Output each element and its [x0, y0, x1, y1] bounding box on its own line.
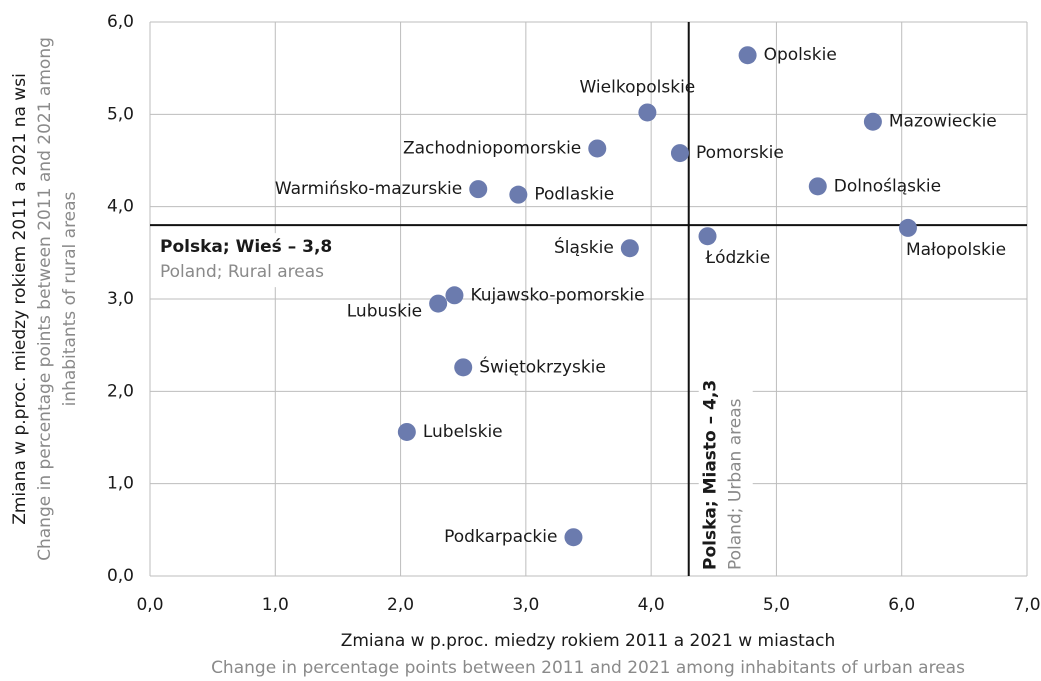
label-background [154, 233, 366, 288]
y-tick-label: 1,0 [107, 474, 134, 494]
point-label: Lubuskie [347, 302, 422, 322]
point-label: Podlaskie [534, 185, 614, 205]
point [738, 46, 757, 65]
point [454, 358, 473, 377]
y-tick-label: 4,0 [107, 197, 134, 217]
reference-label-en: Poland; Rural areas [160, 262, 324, 282]
point-label: Zachodniopomorskie [403, 138, 581, 158]
point [564, 528, 583, 547]
point-label: Świętokrzyskie [479, 355, 606, 377]
reference-label-en: Poland; Urban areas [726, 398, 746, 570]
label-background [698, 370, 753, 573]
point [588, 139, 607, 158]
point-label: Warmińsko-mazurskie [275, 179, 462, 199]
point-label: Małopolskie [906, 240, 1006, 260]
y-tick-label: 5,0 [107, 104, 134, 124]
y-axis-title-en: Change in percentage points between 2011… [35, 37, 55, 561]
point [898, 218, 917, 237]
point [670, 144, 689, 163]
y-tick-label: 2,0 [107, 381, 134, 401]
y-tick-label: 6,0 [107, 12, 134, 32]
point [397, 422, 416, 441]
reference-label: Polska; Wieś – 3,8 [160, 237, 332, 257]
point [429, 294, 448, 313]
point-label: Pomorskie [696, 143, 784, 163]
y-tick-label: 3,0 [107, 289, 134, 309]
point-label: Dolnośląskie [834, 176, 941, 196]
x-tick-label: 3,0 [512, 595, 539, 615]
y-axis-title-en: inhabitants of rural areas [60, 191, 80, 406]
point-label: Lubelskie [423, 422, 503, 442]
x-axis-title-en: Change in percentage points between 2011… [211, 658, 965, 678]
point [620, 239, 639, 258]
point-label: Wielkopolskie [579, 77, 695, 97]
point [863, 112, 882, 131]
point-label: Podkarpackie [444, 527, 557, 547]
x-tick-label: 5,0 [763, 595, 790, 615]
x-axis-title: Zmiana w p.proc. miedzy rokiem 2011 a 20… [341, 631, 836, 651]
x-tick-label: 6,0 [888, 595, 915, 615]
y-axis-title: Zmiana w p.proc. miedzy rokiem 2011 a 20… [10, 73, 30, 525]
x-tick-label: 7,0 [1013, 595, 1040, 615]
point [638, 103, 657, 122]
point [509, 185, 528, 204]
x-tick-label: 1,0 [262, 595, 289, 615]
point-label: Łódzkie [705, 248, 771, 268]
point [808, 177, 827, 196]
x-tick-label: 2,0 [387, 595, 414, 615]
point-label: Kujawsko-pomorskie [470, 285, 644, 305]
x-tick-label: 0,0 [136, 595, 163, 615]
reference-label: Polska; Miasto – 4,3 [701, 380, 721, 570]
x-tick-label: 4,0 [638, 595, 665, 615]
point [445, 286, 464, 305]
y-tick-label: 0,0 [107, 566, 134, 586]
point-label: Mazowieckie [889, 112, 997, 132]
point-label: Śląskie [554, 236, 614, 258]
point [698, 227, 717, 246]
point-label: Opolskie [764, 45, 837, 65]
point [469, 180, 488, 199]
